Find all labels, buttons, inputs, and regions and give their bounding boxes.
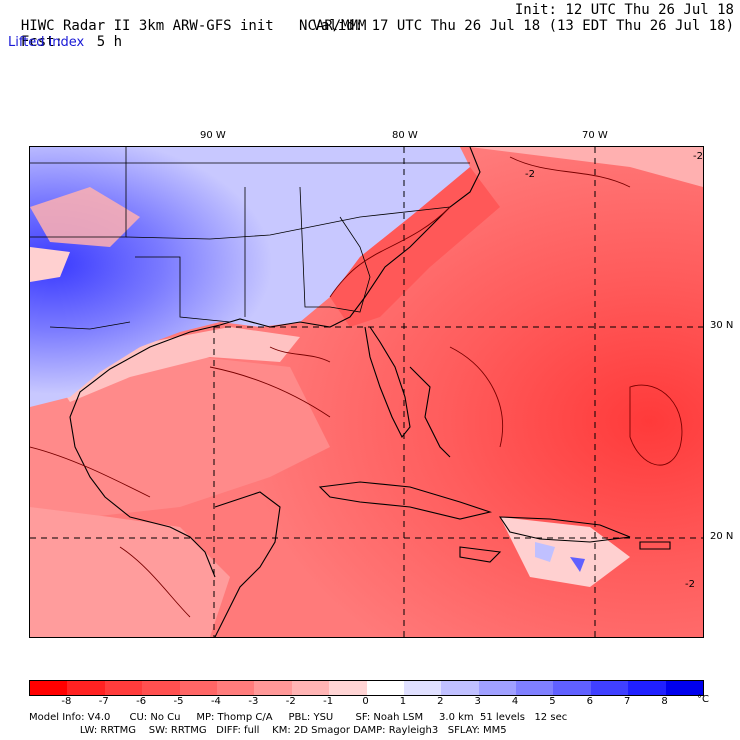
colorbar-tick-2: -6	[136, 696, 147, 707]
caribbean-blue-spot-2	[570, 557, 585, 572]
colorbar-swatch-14	[553, 681, 591, 695]
colorbar-swatch-15	[590, 681, 629, 695]
contour-label-3: -2	[693, 151, 703, 162]
colorbar-swatch-5	[216, 681, 255, 695]
colorbar-tick-3: -5	[173, 696, 184, 707]
contour-5	[30, 446, 151, 498]
colorbar-swatch-2	[104, 681, 143, 695]
yucatan	[214, 491, 281, 637]
colorbar-tick-4: -4	[210, 696, 221, 707]
colorbar-swatch-17	[665, 681, 704, 695]
colorbar-swatch-6	[254, 681, 292, 695]
colorbar-tick-10: 2	[437, 696, 444, 707]
colorbar-swatch-4	[179, 681, 217, 695]
jamaica	[459, 546, 502, 563]
contour-label-2: -2	[685, 579, 695, 590]
continental-stable-field	[30, 147, 470, 407]
colorbar-swatch-9	[366, 681, 404, 695]
colorbar-swatch-8	[329, 681, 367, 695]
colorbar-tick-0: -8	[61, 696, 72, 707]
colorbar-swatch-1	[67, 681, 105, 695]
caribbean-blue-spot	[535, 542, 555, 562]
contour-8	[119, 546, 191, 618]
colorbar-tick-7: -1	[323, 696, 334, 707]
colorbar-swatch-12	[478, 681, 517, 695]
map-title: HIWC Radar II 3km ARW-GFS init NCAR/MMM	[4, 2, 367, 34]
model-title: HIWC Radar II 3km ARW-GFS init	[20, 18, 274, 34]
political-borders	[30, 147, 470, 330]
colorbar-tick-12: 4	[511, 696, 519, 707]
contour-7	[509, 156, 631, 188]
colorbar-swatch-16	[628, 681, 666, 695]
colorbar-tick-6: -2	[285, 696, 296, 707]
contour-6	[269, 346, 331, 363]
contour-4	[629, 384, 683, 466]
lat-lon-grid	[30, 147, 703, 637]
colorbar-swatch-7	[291, 681, 330, 695]
coastlines	[69, 147, 671, 637]
colorbar-swatch-0	[30, 681, 68, 695]
colorbar	[29, 680, 704, 696]
colorbar-swatch-11	[441, 681, 479, 695]
forecast-hour: Fcst: 5 h	[4, 18, 122, 50]
gulf-field	[30, 357, 330, 517]
puerto-rico	[639, 541, 671, 550]
map-canvas: -2 -2 -2	[30, 147, 703, 637]
colorbar-tick-11: 3	[474, 696, 481, 707]
contour-2	[209, 366, 331, 418]
lon-label-80w: 80 W	[392, 130, 418, 141]
lon-label-90w: 90 W	[200, 130, 226, 141]
colorbar-unit: °C	[697, 694, 709, 705]
li-contours	[30, 156, 683, 618]
lat-label-30n: 30 N	[710, 320, 734, 331]
se-coast-band	[330, 167, 500, 327]
border-al	[299, 186, 330, 308]
init-time: Init: 12 UTC Thu 26 Jul 18	[514, 2, 734, 18]
org-label: NCAR/MMM	[299, 18, 367, 34]
model-info-line2: LW: RRTMG SW: RRTMG DIFF: full KM: 2D Sm…	[29, 725, 507, 736]
colorbar-swatch-10	[403, 681, 442, 695]
forecast-label: Fcst:	[20, 34, 64, 50]
colorbar-tick-8: 0	[362, 696, 369, 707]
valid-time: Valid: 17 UTC Thu 26 Jul 18 (13 EDT Thu …	[312, 18, 734, 34]
model-info-line1: Model Info: V4.0 CU: No Cu MP: Thomp C/A…	[29, 712, 568, 723]
lat-label-20n: 20 N	[710, 531, 734, 542]
contour-3	[449, 346, 503, 448]
contour-label-1: -2	[525, 169, 535, 180]
lon-label-70w: 70 W	[582, 130, 608, 141]
florida	[364, 326, 411, 439]
border-ga	[329, 216, 371, 313]
colorbar-tick-16: 8	[661, 696, 668, 707]
contour-1	[329, 206, 451, 298]
pink-cell-2	[30, 247, 70, 282]
colorbar-tick-5: -3	[248, 696, 259, 707]
bahamas	[409, 366, 451, 458]
colorbar-tick-15: 7	[624, 696, 631, 707]
caribbean-pale	[500, 517, 630, 587]
us-mexico-coast	[69, 147, 481, 578]
colorbar-swatch-13	[516, 681, 554, 695]
lifted-index-map: -2 -2 -2	[29, 146, 704, 638]
colorbar-tick-13: 5	[549, 696, 556, 707]
colorbar-labels: -8 -7 -6 -5 -4 -3 -2 -1 0 1 2 3 4 5 6 7 8	[29, 696, 702, 708]
sw-field	[30, 507, 230, 637]
border-state-3	[135, 256, 231, 323]
colorbar-tick-1: -7	[98, 696, 109, 707]
ne-pale-field	[470, 147, 703, 187]
field-name: Lifted index	[8, 35, 85, 50]
forecast-value: 5 h	[96, 34, 123, 50]
colorbar-tick-9: 1	[399, 696, 407, 707]
colorbar-swatch-3	[142, 681, 180, 695]
cuba	[318, 481, 493, 520]
coast-pale-band	[60, 327, 300, 402]
colorbar-tick-14: 6	[586, 696, 594, 707]
border-tx	[49, 321, 131, 330]
hispaniola	[498, 516, 631, 543]
border-state-2	[125, 206, 451, 240]
pink-cell-1	[30, 187, 140, 247]
